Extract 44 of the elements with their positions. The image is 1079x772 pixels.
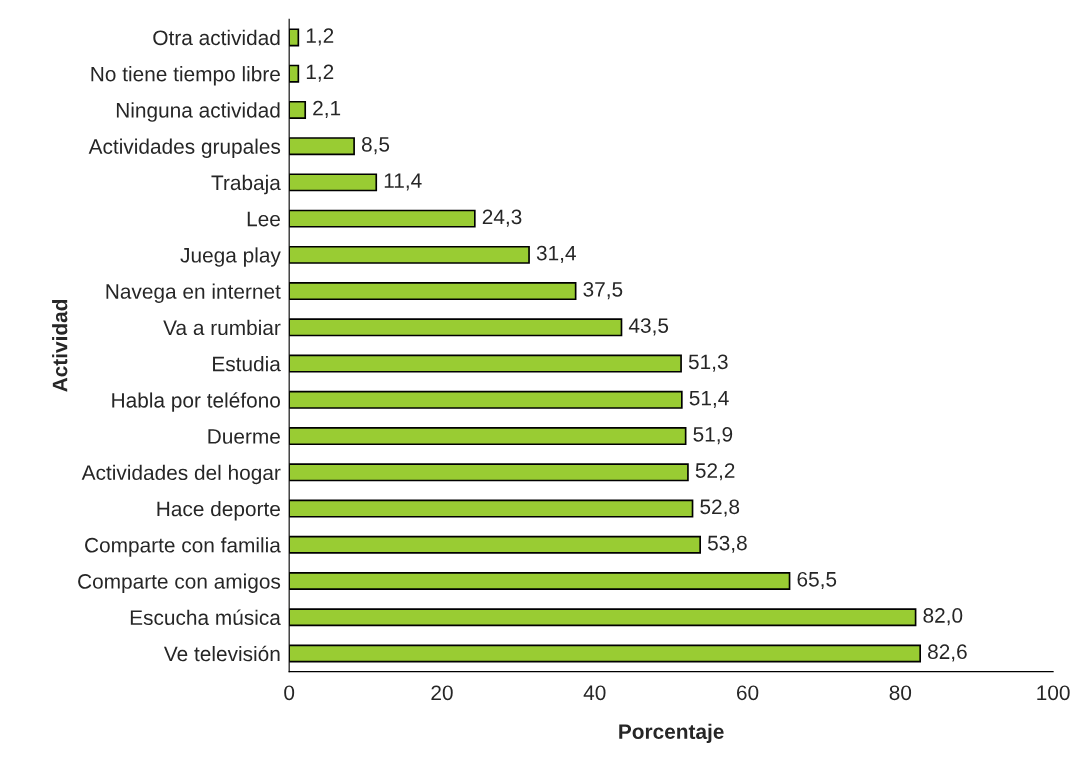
data-label: 51,9 xyxy=(693,426,733,445)
data-label: 31,4 xyxy=(536,245,576,263)
x-tick-label: 100 xyxy=(1037,685,1070,701)
data-label: 82,0 xyxy=(923,608,963,626)
data-label: 1,2 xyxy=(306,64,334,82)
data-label: 24,3 xyxy=(482,209,522,227)
y-tick-label: Comparte con amigos xyxy=(78,573,281,593)
data-label: 82,6 xyxy=(928,644,967,662)
x-tick-label: 60 xyxy=(737,685,759,701)
x-tick-label: 20 xyxy=(431,685,453,701)
y-tick-label: Habla por teléfono xyxy=(112,392,280,412)
y-tick-label: Hace deporte xyxy=(157,501,280,521)
data-label: 53,8 xyxy=(707,535,747,553)
data-label: 52,8 xyxy=(700,499,740,517)
y-tick-label: Duerme xyxy=(208,429,280,444)
y-tick-label: Navega en internet xyxy=(106,283,281,303)
data-label: 43,5 xyxy=(628,318,669,336)
y-tick-label: Ve televisión xyxy=(163,645,280,662)
data-label: 11,4 xyxy=(384,173,422,191)
data-label: 51,4 xyxy=(689,390,729,408)
y-tick-label: Comparte con familia xyxy=(85,537,281,557)
y-tick-label: No tiene tiempo libre xyxy=(91,66,280,86)
data-label: 37,5 xyxy=(583,281,623,300)
y-tick-label: Va a rumbiar xyxy=(163,319,281,336)
y-tick-label: Trabaja xyxy=(211,174,281,195)
y-tick-label: Lee xyxy=(247,211,280,227)
y-tick-label: Actividades grupales xyxy=(88,138,281,159)
y-tick-label: Escucha música xyxy=(130,609,281,626)
y-tick-label: Juega play xyxy=(180,247,281,267)
data-label: 2,1 xyxy=(313,100,341,118)
x-tick-label: 80 xyxy=(889,685,912,701)
y-tick-label: Actividades del hogar xyxy=(81,464,281,485)
data-label: 1,2 xyxy=(306,28,334,46)
x-axis-title: Porcentaje xyxy=(619,723,724,744)
data-label: 51,3 xyxy=(688,354,728,372)
x-tick-label: 0 xyxy=(284,685,295,701)
x-tick-label: 40 xyxy=(583,685,606,701)
y-tick-label: Estudia xyxy=(213,356,281,372)
y-axis-title: Actividad xyxy=(52,299,68,392)
data-label: 52,2 xyxy=(695,463,735,481)
y-tick-label: Ninguna actividad xyxy=(116,102,280,122)
data-label: 8,5 xyxy=(361,136,390,155)
y-tick-label: Otra actividad xyxy=(153,29,280,46)
data-label: 65,5 xyxy=(797,571,837,590)
